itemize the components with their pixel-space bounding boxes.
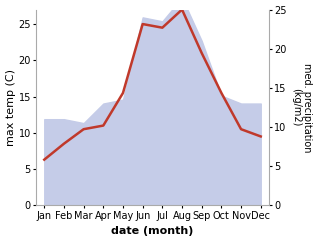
Y-axis label: max temp (C): max temp (C) (5, 69, 16, 146)
Y-axis label: med. precipitation
(kg/m2): med. precipitation (kg/m2) (291, 63, 313, 152)
X-axis label: date (month): date (month) (111, 227, 194, 236)
